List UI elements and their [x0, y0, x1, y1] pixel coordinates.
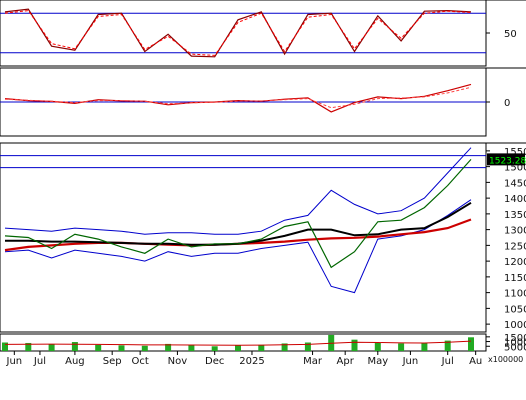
- x-tick-label-11: Jun: [402, 356, 419, 367]
- volume-bar-13: [304, 342, 311, 351]
- macd-line: [4, 83, 472, 113]
- macd-tick-label-0: 0: [504, 98, 510, 109]
- x-tick-label-7: 2025: [239, 356, 264, 367]
- volume-frame: [0, 333, 487, 352]
- x-tick-label-12: Jul: [441, 356, 454, 367]
- stochastic-panel: 50: [0, 0, 526, 67]
- price-tick-label-4: 1200: [504, 257, 526, 268]
- volume-bar-20: [468, 337, 474, 351]
- stochastic-k-line: [4, 8, 472, 58]
- volume-average-line: [4, 340, 472, 346]
- volume-bar-9: [211, 346, 218, 351]
- stochastic-d-line: [4, 10, 472, 56]
- volume-bar-16: [374, 342, 381, 351]
- x-tick-label-2: Aug: [65, 356, 85, 367]
- price-frame: [0, 142, 487, 333]
- price-label: 1523.28: [489, 156, 526, 166]
- price-tick-label-2: 1100: [504, 289, 526, 300]
- volume-bar-0: [2, 342, 8, 351]
- price-tick-label-10: 1500: [504, 163, 526, 174]
- price-close-line: [4, 159, 472, 269]
- macd-panel: 0: [0, 67, 526, 137]
- x-tick-label-3: Sep: [103, 356, 122, 367]
- volume-tick-label-1: 10000: [504, 338, 526, 349]
- volume-panel: 15000100005000 x100000: [0, 333, 526, 364]
- x-axis: Jun Jul Aug Sep Oct Nov Dec 2025 Mar Apr May Jun Jul…: [6, 351, 482, 367]
- price-tick-label-9: 1450: [504, 178, 526, 189]
- volume-bar-7: [165, 343, 172, 351]
- x-tick-label-13: Au: [469, 356, 482, 367]
- price-tick-label-8: 1400: [504, 194, 526, 205]
- volume-bar-4: [95, 344, 102, 351]
- macd-signal-line: [4, 86, 472, 109]
- x-tick-label-10: May: [367, 356, 388, 367]
- volume-tick-label-0: 15000: [504, 333, 526, 344]
- volume-bar-6: [141, 345, 148, 351]
- volume-bar-17: [398, 343, 405, 351]
- bollinger-lower-line: [4, 199, 472, 294]
- price-label-box: [487, 153, 525, 166]
- volume-bar-19: [444, 340, 451, 351]
- volume-bar-5: [118, 345, 125, 351]
- volume-scale-label: x100000: [488, 355, 523, 364]
- x-tick-label-9: Apr: [337, 356, 355, 367]
- x-tick-label-4: Oct: [131, 356, 148, 367]
- volume-bar-3: [71, 342, 78, 351]
- price-panel: 1000 1050 1100 1150 1200 1250 1300 1350 1400 1450…: [0, 142, 526, 333]
- stochastic-tick-label-0: 50: [504, 29, 517, 40]
- volume-bar-10: [235, 345, 241, 351]
- volume-bar-8: [188, 344, 195, 351]
- price-tick-label-11: 1550: [504, 147, 526, 158]
- price-tick-label-3: 1150: [504, 273, 526, 284]
- x-tick-label-1: Jul: [33, 356, 46, 367]
- x-tick-label-6: Dec: [205, 356, 224, 367]
- volume-tick-label-2: 5000: [504, 342, 526, 353]
- volume-bar-11: [258, 344, 265, 351]
- volume-bar-15: [351, 339, 358, 351]
- volume-bar-2: [48, 344, 55, 351]
- price-tick-label-6: 1300: [504, 226, 526, 237]
- price-tick-label-1: 1050: [504, 304, 526, 315]
- stochastic-frame: [0, 0, 487, 67]
- price-tick-label-0: 1000: [504, 320, 526, 331]
- price-tick-label-7: 1350: [504, 210, 526, 221]
- x-tick-label-8: Mar: [303, 356, 323, 367]
- volume-bar-12: [281, 343, 288, 351]
- moving-average-black-line: [5, 201, 472, 246]
- x-tick-label-0: Jun: [6, 356, 23, 367]
- x-tick-label-5: Nov: [168, 356, 188, 367]
- bollinger-upper-line: [4, 147, 472, 235]
- price-tick-label-5: 1250: [504, 241, 526, 252]
- volume-bar-18: [421, 342, 428, 351]
- volume-bar-1: [25, 342, 32, 351]
